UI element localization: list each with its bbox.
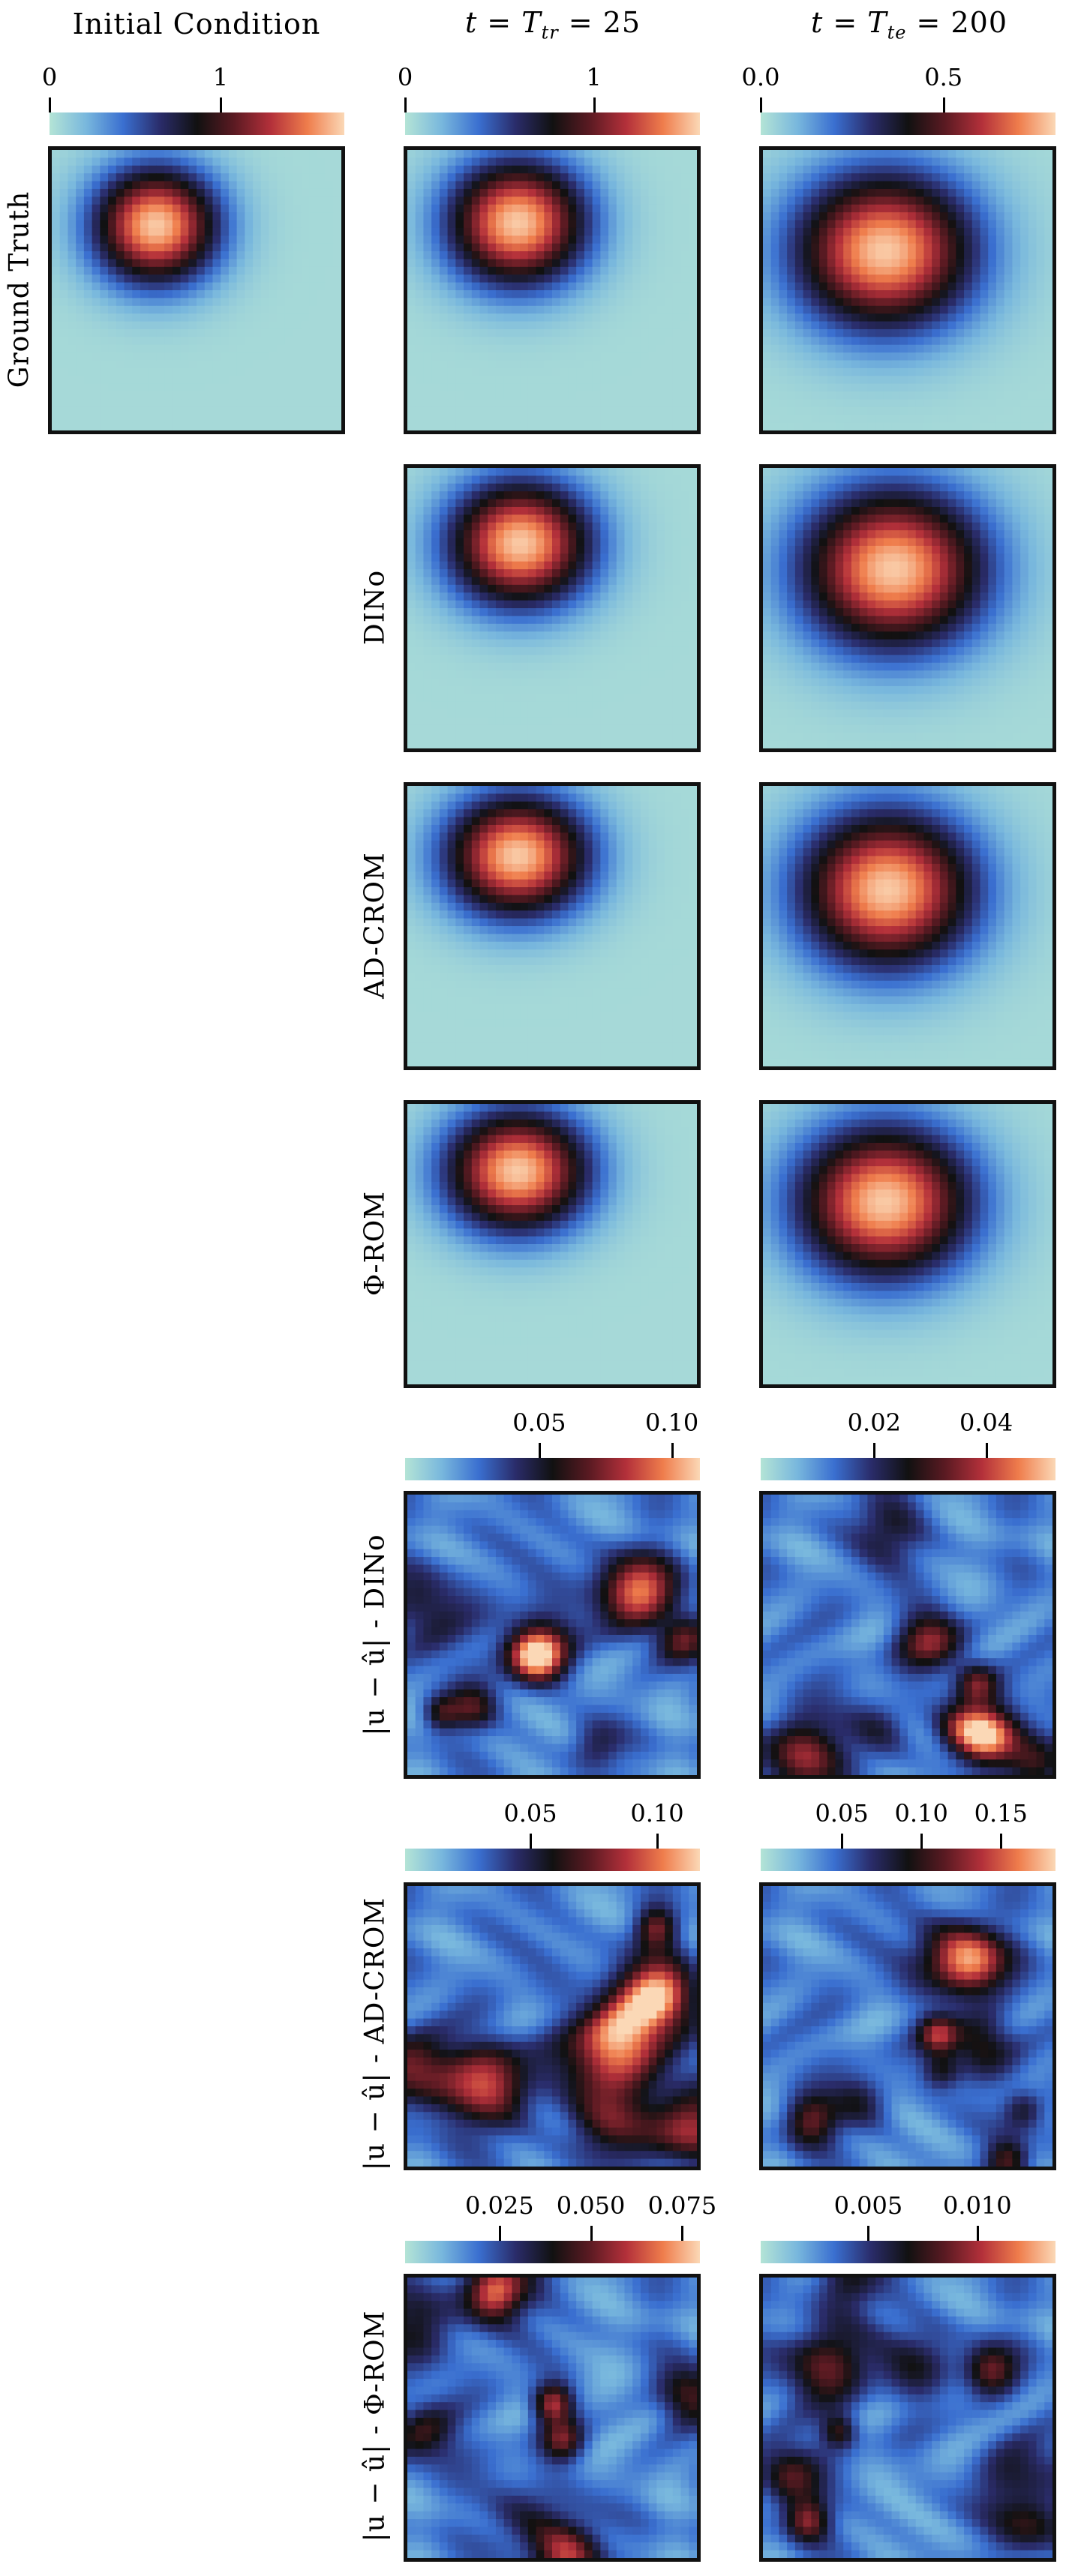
heatmap-image: [52, 150, 341, 430]
colorbar-error-adcrom-test: 0.05 0.10 0.15: [761, 1799, 1055, 1871]
colorbar-error-adcrom-train: 0.05 0.10: [405, 1799, 700, 1871]
colorbar-tick-label: 0.05: [512, 1408, 566, 1437]
colorbar-error-dino-train: 0.05 0.10: [405, 1408, 700, 1480]
colorbar-tick-label: 0.10: [645, 1408, 699, 1437]
colorbar-tick-label: 1: [212, 63, 229, 91]
colorbar-tick: [593, 97, 596, 112]
heatmap-image: [407, 150, 697, 430]
heatmap-image: [763, 468, 1052, 748]
colorbar-tick: [530, 1834, 533, 1849]
panel-phirom-train: [404, 1100, 701, 1388]
colorbar-tick-label: 0.10: [630, 1799, 684, 1828]
heatmap-image: [763, 150, 1052, 430]
colorbar-test: 0.0 0.5: [742, 63, 1055, 135]
colorbar-error-phirom-test: 0.005 0.010: [761, 2191, 1055, 2263]
panel-phirom-test: [759, 1100, 1056, 1388]
heatmap-image: [763, 2278, 1052, 2558]
colorbar-tick-label: 0: [41, 63, 58, 91]
heatmap-image: [763, 786, 1052, 1066]
heatmap-image: [407, 2278, 697, 2558]
heatmap-image: [407, 468, 697, 748]
heatmap-image: [763, 1886, 1052, 2167]
colorbar-tick: [671, 1443, 674, 1458]
colorbar-tick: [681, 2226, 684, 2241]
panel-ground-truth-train: [404, 146, 701, 434]
colorbar-tick: [976, 2226, 979, 2241]
heatmap-image: [407, 1886, 697, 2167]
heatmap-image: [407, 1104, 697, 1384]
colorbar-tick-label: 0: [397, 63, 413, 91]
row-label-adcrom: AD-CROM: [359, 852, 391, 999]
colorbar-tick-label: 0.010: [943, 2191, 1012, 2220]
colorbar-tick: [873, 1443, 876, 1458]
panel-ground-truth-test: [759, 146, 1056, 434]
colorbar-tick-label: 0.050: [556, 2191, 626, 2220]
colorbar-tick: [841, 1834, 844, 1849]
heatmap-image: [763, 1495, 1052, 1775]
panel-adcrom-test: [759, 782, 1056, 1070]
row-label-ground-truth: Ground Truth: [4, 190, 35, 388]
colorbar-tick-label: 0.10: [894, 1799, 948, 1828]
colorbar-tick-label: 0.15: [974, 1799, 1028, 1828]
colorbar-tick: [404, 97, 407, 112]
colorbar-tick-label: 0.005: [833, 2191, 903, 2220]
column-title-test-time: t = Tte = 200: [810, 6, 1008, 43]
panel-error-phirom-train: [404, 2274, 701, 2562]
colorbar-tick-label: 1: [586, 63, 602, 91]
colorbar-tick: [867, 2226, 870, 2241]
panel-adcrom-train: [404, 782, 701, 1070]
colorbar-tick-label: 0.04: [959, 1408, 1013, 1437]
heatmap-image: [763, 1104, 1052, 1384]
column-title-initial-condition: Initial Condition: [72, 7, 321, 40]
row-label-dino: DINo: [359, 569, 391, 646]
colorbar-tick-label: 0.025: [464, 2191, 534, 2220]
heatmap-image: [407, 1495, 697, 1775]
colorbar-tick: [590, 2226, 593, 2241]
colorbar-tick: [538, 1443, 541, 1458]
colorbar-tick: [942, 97, 945, 112]
panel-error-dino-test: [759, 1491, 1056, 1779]
colorbar-tick-label: 0.075: [647, 2191, 717, 2220]
colorbar-error-phirom-train: 0.025 0.050 0.075: [405, 2191, 716, 2263]
panel-error-phirom-test: [759, 2274, 1056, 2562]
colorbar-tick: [656, 1834, 659, 1849]
panel-dino-train: [404, 464, 701, 752]
colorbar-tick-label: 0.05: [503, 1799, 557, 1828]
panel-error-adcrom-train: [404, 1882, 701, 2170]
colorbar-tick-label: 0.5: [924, 63, 963, 91]
colorbar-tick: [1000, 1834, 1003, 1849]
colorbar-tick: [985, 1443, 988, 1458]
row-label-phirom: Φ-ROM: [359, 1190, 391, 1297]
heatmap-image: [407, 786, 697, 1066]
colorbar-tick: [498, 2226, 501, 2241]
colorbar-tick-label: 0.02: [847, 1408, 901, 1437]
panel-ground-truth-initial: [48, 146, 345, 434]
colorbar-tick: [920, 1834, 923, 1849]
row-label-error-phirom: |u − û| - Φ-ROM: [359, 2310, 391, 2542]
row-label-error-dino: |u − û| - DINo: [359, 1534, 391, 1736]
colorbar-tick: [219, 97, 222, 112]
colorbar-tick: [760, 97, 762, 112]
panel-dino-test: [759, 464, 1056, 752]
column-title-train-time: t = Ttr = 25: [464, 6, 641, 43]
colorbar-error-dino-test: 0.02 0.04: [761, 1408, 1055, 1480]
colorbar-tick: [49, 97, 51, 112]
colorbar-tick-label: 0.0: [741, 63, 780, 91]
panel-error-adcrom-test: [759, 1882, 1056, 2170]
panel-error-dino-train: [404, 1491, 701, 1779]
row-label-error-adcrom: |u − û| - AD-CROM: [359, 1897, 391, 2171]
colorbar-tick-label: 0.05: [815, 1799, 869, 1828]
